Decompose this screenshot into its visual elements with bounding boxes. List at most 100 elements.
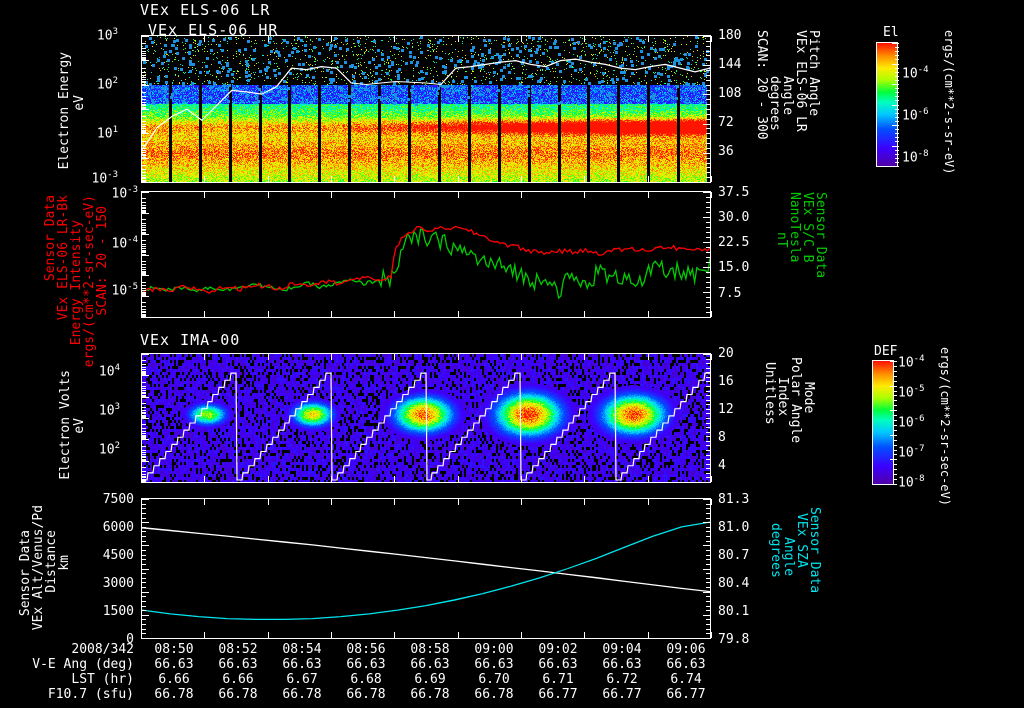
panel1-ltick-1: 102 [96, 76, 118, 93]
panel4-rtick-2: 80.7 [718, 548, 750, 563]
panel3-cb-tick-3: 10-7 [898, 444, 925, 461]
row-label-date: 2008/342 [71, 642, 134, 657]
panel1-cb-tick-1: 10-6 [902, 107, 929, 124]
panel1-cb-tick-0: 10-4 [902, 65, 929, 82]
cell-veang-0: 66.63 [154, 657, 194, 672]
cell-time-5: 09:00 [474, 642, 514, 657]
cell-veang-7: 66.63 [602, 657, 642, 672]
panel2-rtick-0: 37.5 [718, 185, 750, 200]
panel3-colorbar [872, 360, 894, 485]
cell-veang-3: 66.63 [346, 657, 386, 672]
row-label-ve-ang: V-E Ang (deg) [32, 657, 134, 672]
panel2-left-axis-l4: SCAN: 20 - 150 [95, 206, 110, 316]
panel4-canvas [142, 499, 710, 638]
cell-f107-7: 66.77 [602, 687, 642, 702]
cell-lst-6: 6.71 [542, 672, 574, 687]
panel-altitude-sza: Sensor Data VEx Alt/Venus/Pd Distance km… [0, 492, 860, 647]
cell-lst-2: 6.67 [286, 672, 318, 687]
panel2-rtick-4: 7.5 [718, 286, 742, 301]
cell-veang-2: 66.63 [282, 657, 322, 672]
cell-lst-5: 6.70 [478, 672, 510, 687]
panel3-left-axis-unit-text: eV [72, 418, 87, 434]
panel3-cb-tick-2: 10-6 [898, 414, 925, 431]
row-label-f107: F10.7 (sfu) [47, 687, 134, 702]
panel1-rtick-0: 180 [718, 28, 742, 43]
panel1-left-axis-label-line1: Electron Energy [57, 52, 72, 170]
cell-time-2: 08:54 [282, 642, 322, 657]
panel-energy-intensity-bfield: Sensor Data VEx ELS-06 LR-Bk Energy Inte… [0, 185, 860, 367]
cell-f107-0: 66.78 [154, 687, 194, 702]
panel1-right-axis-l2: Angle [780, 76, 795, 116]
panel4-rtick-4: 80.1 [718, 604, 750, 619]
cell-lst-1: 6.66 [222, 672, 254, 687]
cell-time-8: 09:06 [666, 642, 706, 657]
panel1-right-axis-l4: SCAN: 20 - 300 [754, 30, 769, 140]
panel3-cb-tick-1: 10-5 [898, 384, 925, 401]
panel4-ltick-3: 3000 [102, 576, 134, 591]
panel3-plot-area [141, 353, 711, 483]
panel1-ltick-2: 101 [96, 125, 118, 142]
panel3-ltick-0: 104 [98, 363, 120, 380]
panel2-ltick-1: 10-4 [111, 235, 139, 252]
panel1-colorbar-canvas [877, 43, 897, 166]
cell-lst-3: 6.68 [350, 672, 382, 687]
panel1-right-axis-l0: Pitch Angle [806, 30, 821, 117]
panel1-left-axis-label: Electron Energy [57, 52, 72, 170]
panel1-rtick-2: 108 [718, 86, 742, 101]
table-row-lst: LST (hr) 6.66 6.66 6.67 6.68 6.69 6.70 6… [0, 672, 718, 687]
cell-veang-4: 66.63 [410, 657, 450, 672]
cell-veang-5: 66.63 [474, 657, 514, 672]
cell-f107-1: 66.78 [218, 687, 258, 702]
panel4-right-axis-l0: Sensor Data [807, 507, 822, 594]
panel3-colorbar-unit: ergs/(cm**2-sr-sec-eV) [938, 347, 952, 506]
panel3-right-axis-l3: Unitless [762, 362, 777, 425]
table-row-ve-ang: V-E Ang (deg) 66.63 66.63 66.63 66.63 66… [0, 657, 718, 672]
panel1-canvas [142, 36, 710, 182]
panel2-right-axis-l2: NanoTesla [787, 192, 802, 263]
panel3-rtick-3: 8 [718, 430, 726, 445]
cell-lst-4: 6.69 [414, 672, 446, 687]
panel1-right-axis-l1: VEx ELS-06 LR [793, 30, 808, 132]
cell-lst-7: 6.72 [606, 672, 638, 687]
cell-time-1: 08:52 [218, 642, 258, 657]
cell-veang-8: 66.63 [666, 657, 706, 672]
time-axis-table: 2008/342 08:50 08:52 08:54 08:56 08:58 0… [0, 642, 760, 702]
cell-time-6: 09:02 [538, 642, 578, 657]
cell-f107-4: 66.78 [410, 687, 450, 702]
panel1-right-axis-l3: degrees [767, 76, 782, 131]
cell-f107-8: 66.77 [666, 687, 706, 702]
panel3-left-axis-unit: eV [72, 418, 87, 434]
panel3-right-axis-l0: Mode [801, 382, 816, 414]
cell-time-4: 08:58 [410, 642, 450, 657]
panel4-rtick-0: 81.3 [718, 492, 750, 507]
panel3-title: VEx IMA-00 [140, 331, 241, 349]
panel4-rtick-3: 80.4 [718, 576, 750, 591]
panel1-rtick-3: 72 [718, 115, 734, 130]
panel4-left-axis-l3: km [57, 555, 72, 571]
cell-veang-1: 66.63 [218, 657, 258, 672]
panel2-ltick-0: 10-3 [111, 185, 139, 202]
panel4-plot-area [141, 498, 711, 639]
panel2-right-axis-l3: nT [774, 232, 789, 248]
panel3-right-axis-l2: Index [775, 377, 790, 417]
table-row-f107: F10.7 (sfu) 66.78 66.78 66.78 66.78 66.7… [0, 687, 718, 702]
panel2-right-axis-l1: VEx S/C B [800, 192, 815, 263]
panel1-left-axis-unit: eV [72, 95, 87, 111]
panel3-left-axis-label: Electron Volts [58, 370, 73, 480]
cell-f107-2: 66.78 [282, 687, 322, 702]
panel4-rtick-1: 81.0 [718, 520, 750, 535]
panel1-rtick-1: 144 [718, 57, 742, 72]
panel1-title-lr: VEx ELS-06 LR [140, 1, 271, 19]
cell-f107-3: 66.78 [346, 687, 386, 702]
panel1-left-axis-unit-text: eV [72, 95, 87, 111]
cell-time-7: 09:04 [602, 642, 642, 657]
panel4-right-axis-l2: Angle [781, 537, 796, 577]
cell-time-0: 08:50 [154, 642, 194, 657]
panel2-plot-area [141, 191, 711, 318]
panel3-canvas [142, 354, 710, 482]
cell-veang-6: 66.63 [538, 657, 578, 672]
panel1-ltick-0: 103 [96, 27, 118, 44]
panel4-ltick-1: 6000 [102, 520, 134, 535]
panel3-ltick-2: 102 [98, 441, 120, 458]
panel2-rtick-3: 15.0 [718, 260, 750, 275]
